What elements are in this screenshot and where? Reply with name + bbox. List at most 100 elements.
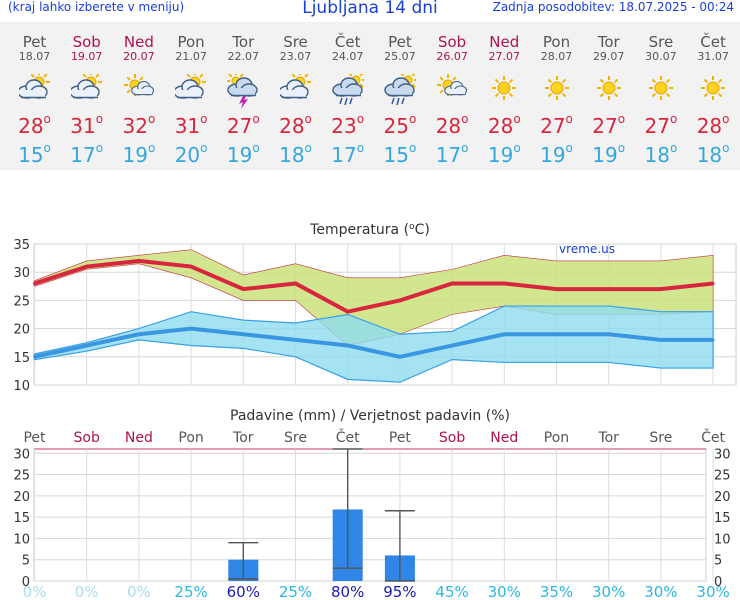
max-temperature: 27o xyxy=(540,112,573,138)
mostly-sunny-icon xyxy=(436,74,468,102)
temp-y-tick-label: 20 xyxy=(13,323,30,338)
min-temperature: 18o xyxy=(644,141,678,167)
day-date: 24.07 xyxy=(331,50,364,63)
day-column: Sre 30.07 27o 18o xyxy=(635,22,687,167)
day-name: Sre xyxy=(648,33,674,51)
header-bar: (kraj lahko izberete v meniju) Ljubljana… xyxy=(0,0,740,20)
precip-probability-label: 80% xyxy=(331,583,364,600)
min-temperature-point xyxy=(555,332,558,336)
precip-y-tick-right: 10 xyxy=(714,532,731,547)
max-temperature: 31o xyxy=(70,112,104,138)
day-date: 19.07 xyxy=(70,50,103,63)
partly-cloudy-icon xyxy=(173,71,207,102)
min-temperature: 19o xyxy=(226,141,260,167)
day-date: 31.07 xyxy=(697,50,729,63)
max-temperature: 23o xyxy=(331,112,365,138)
min-temperature: 19o xyxy=(540,141,573,167)
day-column: Tor 29.07 27o 19o xyxy=(583,22,635,167)
day-name: Čet xyxy=(334,33,361,51)
precip-probability-label: 30% xyxy=(488,583,521,600)
precip-day-label: Ned xyxy=(125,430,153,446)
day-name: Pet xyxy=(22,33,47,51)
temp-y-tick-label: 35 xyxy=(13,238,30,253)
max-temperature: 32o xyxy=(122,112,156,138)
precip-probability-label: 30% xyxy=(696,583,729,600)
min-temperature: 17o xyxy=(70,141,104,167)
max-temperature: 25o xyxy=(383,112,417,138)
sunny-icon xyxy=(541,74,573,102)
min-temperature: 19o xyxy=(592,141,626,167)
max-temperature-point xyxy=(711,281,715,285)
partly-cloudy-icon xyxy=(16,71,51,102)
mostly-sunny-icon xyxy=(123,74,155,102)
day-name: Pet xyxy=(388,33,412,51)
max-temperature-line xyxy=(33,258,714,314)
precip-day-label: Pet xyxy=(23,430,46,446)
precipitation-plot-area xyxy=(33,448,707,582)
day-name: Ned xyxy=(123,33,154,51)
temp-y-tick-label: 10 xyxy=(13,379,30,394)
min-temperature-point xyxy=(711,338,715,342)
max-temperature: 28o xyxy=(18,112,51,138)
max-temperature: 27o xyxy=(592,112,626,138)
precip-y-tick-right: 0 xyxy=(714,575,722,590)
precip-y-tick-right: 30 xyxy=(714,447,731,462)
min-temperature: 17o xyxy=(435,141,469,167)
precip-probability-label: 95% xyxy=(383,583,416,600)
day-name: Sob xyxy=(72,33,101,51)
precip-day-label: Ned xyxy=(490,430,518,446)
partly-cloudy-icon xyxy=(68,71,103,102)
precip-day-label: Sob xyxy=(74,430,100,446)
temp-y-tick-label: 30 xyxy=(13,266,30,281)
min-temperature-point xyxy=(502,332,506,336)
precip-y-tick-right: 25 xyxy=(714,469,731,484)
temp-y-tick-label: 15 xyxy=(13,351,30,366)
precip-y-tick-left: 10 xyxy=(13,532,30,547)
precip-probability-label: 25% xyxy=(279,583,312,600)
day-date: 22.07 xyxy=(227,50,260,63)
min-temperature-point xyxy=(189,327,193,331)
max-temperature-point xyxy=(659,287,663,291)
day-name: Pon xyxy=(177,33,205,51)
precip-probability-label: 0% xyxy=(127,583,151,600)
last-update: Zadnja posodobitev: 18.07.2025 - 00:24 xyxy=(492,0,734,14)
precip-probability-label: 25% xyxy=(174,583,207,600)
max-temperature: 28o xyxy=(487,112,521,138)
min-temperature: 18o xyxy=(279,141,312,167)
day-name: Ned xyxy=(489,33,520,51)
precip-day-label: Pon xyxy=(544,430,569,446)
day-date: 20.07 xyxy=(123,50,155,63)
precip-y-tick-left: 20 xyxy=(13,490,30,505)
min-temperature-point xyxy=(137,332,141,336)
min-temperature-point xyxy=(241,332,245,336)
sunny-icon xyxy=(488,74,520,102)
precip-y-tick-right: 15 xyxy=(714,511,731,526)
max-temperature-point xyxy=(450,281,454,285)
day-column: Pon 28.07 27o 19o xyxy=(531,22,583,167)
day-date: 21.07 xyxy=(175,50,207,63)
min-temperature-point xyxy=(346,344,350,348)
min-temperature-point xyxy=(398,355,402,359)
min-temperature: 19o xyxy=(487,141,521,167)
min-temperature: 17o xyxy=(331,141,365,167)
max-temperature-point xyxy=(241,287,245,291)
precip-y-tick-left: 25 xyxy=(13,469,30,484)
day-column: Ned 27.07 28o 19o xyxy=(478,22,530,167)
day-column: Pet 18.07 28o 15o xyxy=(9,22,61,167)
day-column: Pon 21.07 31o 20o xyxy=(165,22,217,167)
max-temperature-point xyxy=(85,265,89,269)
precip-probability-label: 60% xyxy=(227,583,260,600)
max-temperature-point xyxy=(294,281,297,285)
day-name: Tor xyxy=(232,33,255,51)
max-temperature-point xyxy=(346,310,350,314)
precip-day-label: Tor xyxy=(232,430,254,446)
min-temperature-point xyxy=(607,332,611,336)
precip-probability-label: 35% xyxy=(540,583,573,600)
day-date: 26.07 xyxy=(436,50,468,63)
day-date: 30.07 xyxy=(645,50,677,63)
day-name: Sob xyxy=(437,33,467,51)
precip-probability-label: 0% xyxy=(23,583,47,600)
temp-y-tick-label: 25 xyxy=(13,294,30,309)
daily-forecast-strip: Pet 18.07 28o 15o Sob 19.07 31o 17o Ned 20.07 32o 1… xyxy=(0,22,740,170)
